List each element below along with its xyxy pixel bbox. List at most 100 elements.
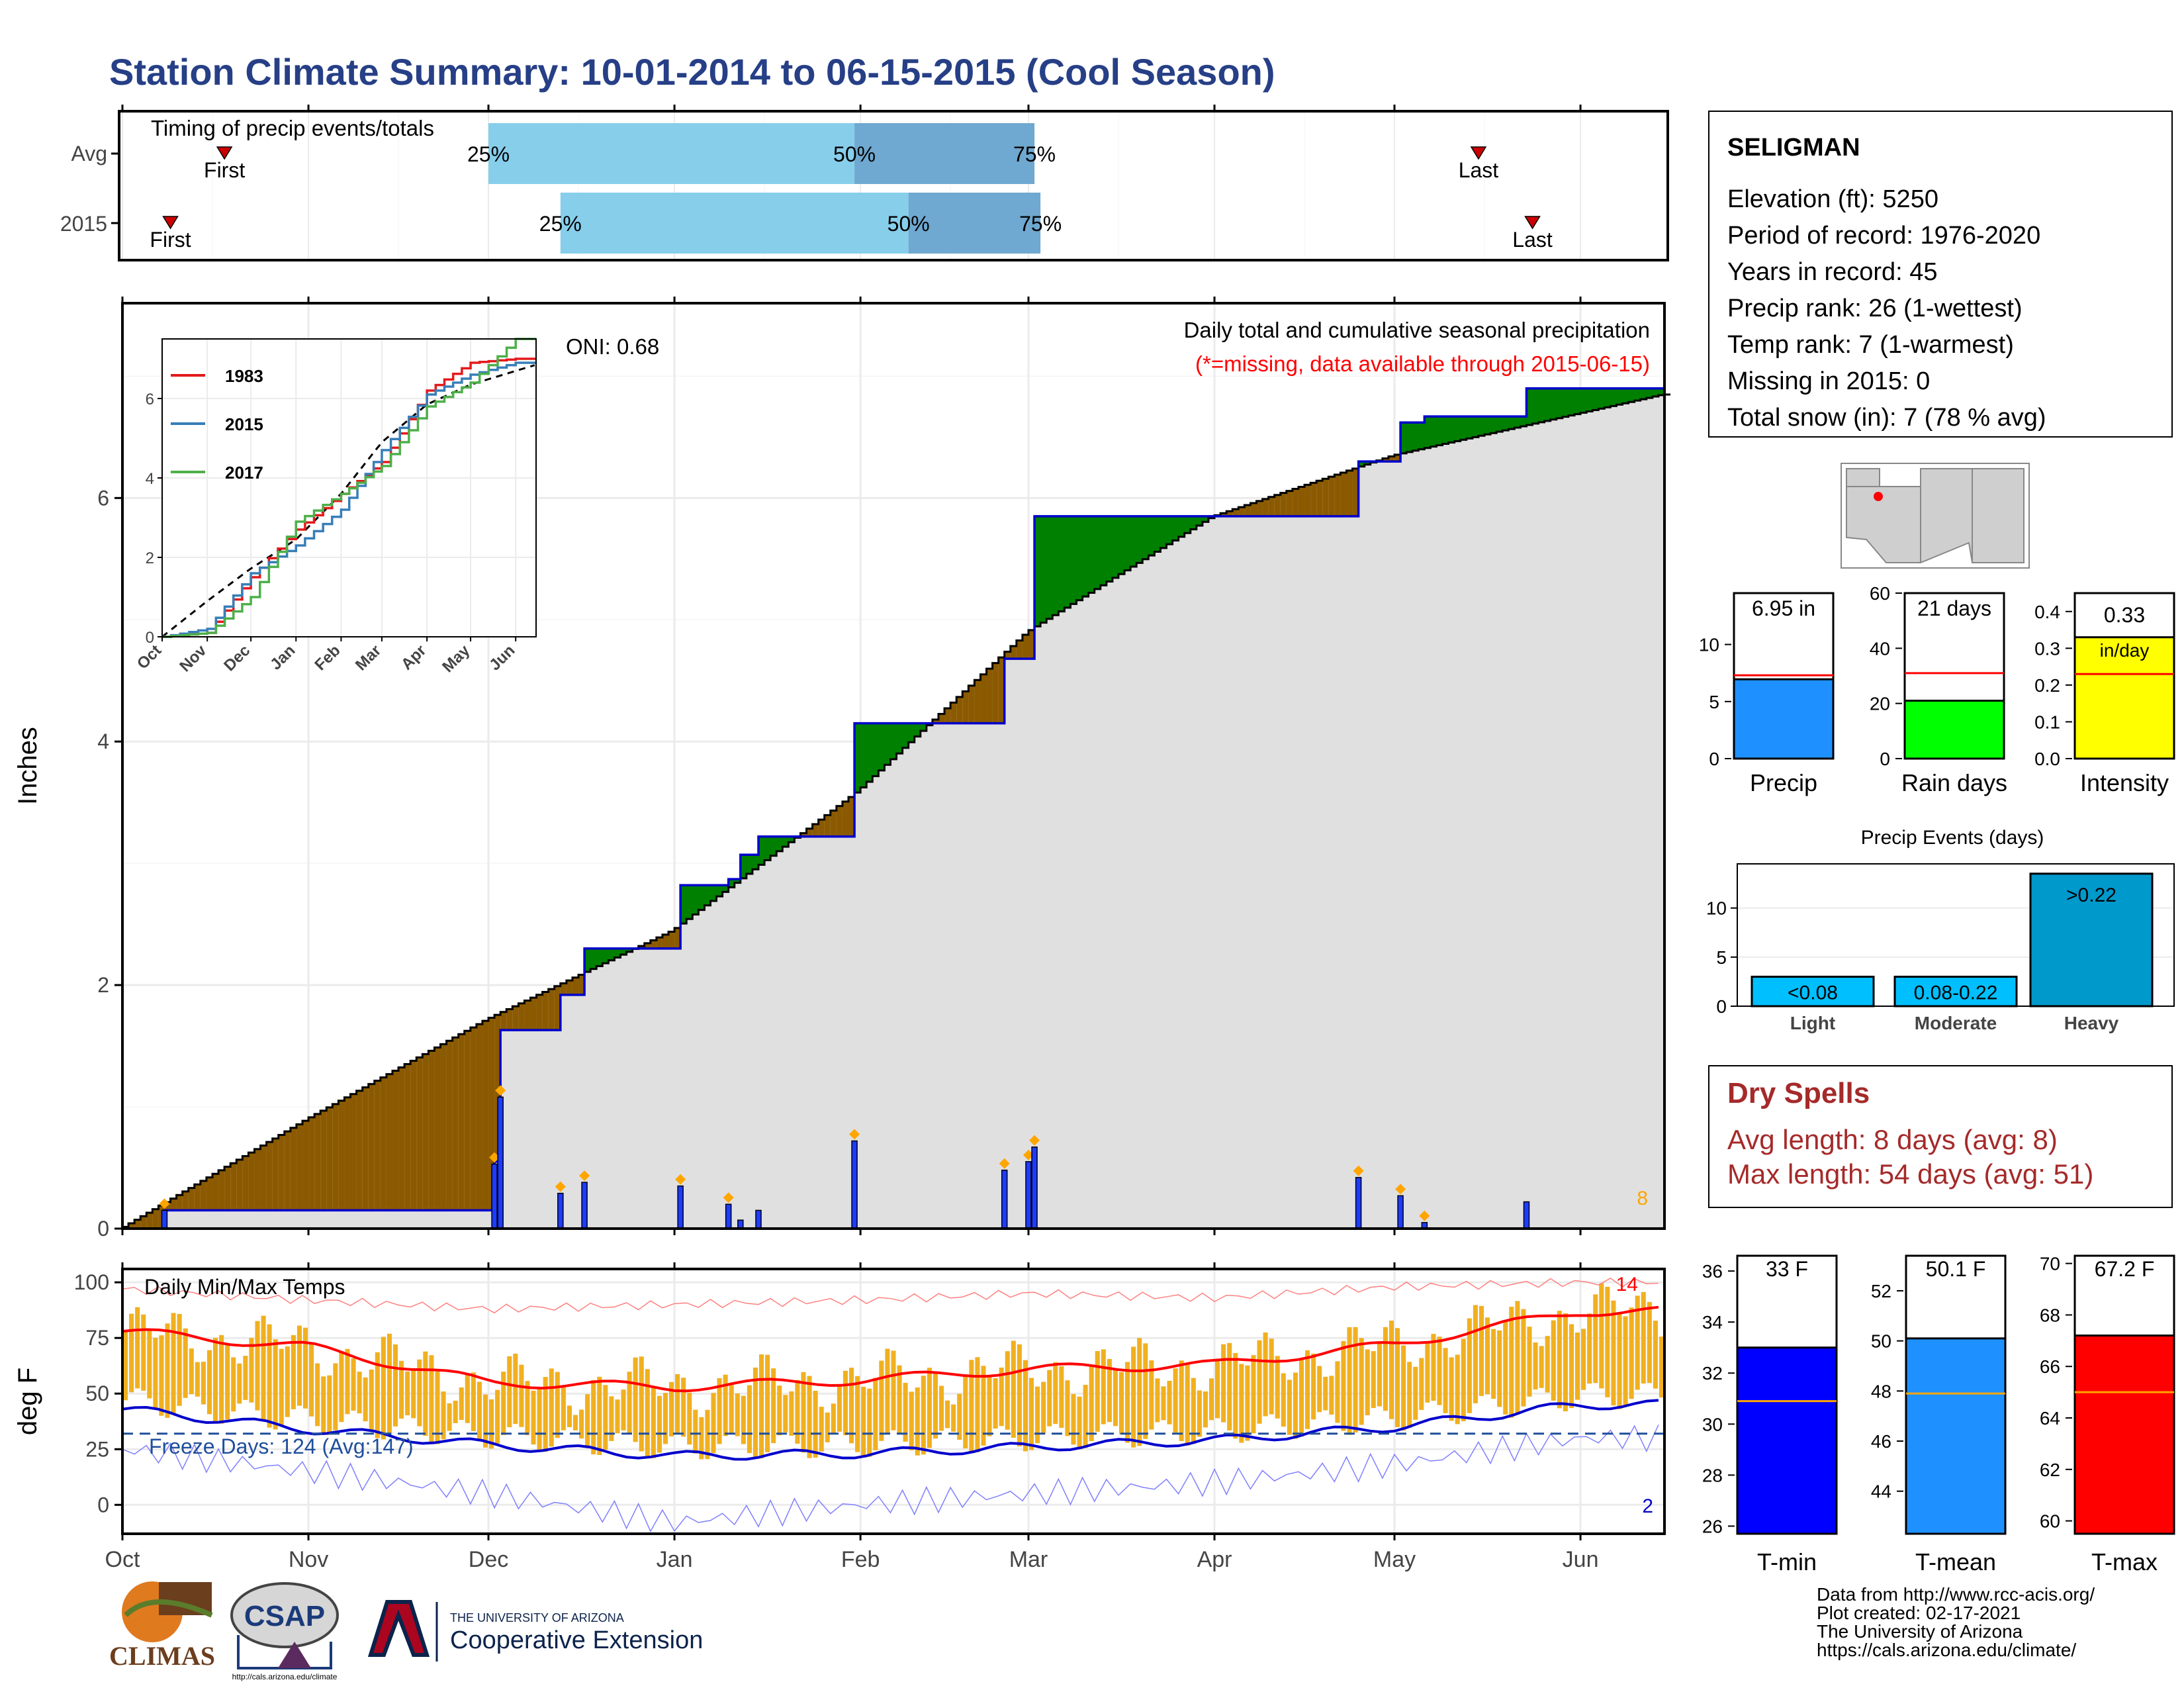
avg-area [992, 663, 999, 1229]
dry-anomaly [464, 1031, 471, 1211]
last-event-marker [1524, 216, 1541, 230]
wet-anomaly [1088, 516, 1095, 593]
dry-anomaly [338, 1100, 345, 1211]
timing-label: Timing of precip events/totals [151, 116, 434, 140]
daily-temp-bar [752, 1367, 758, 1459]
daily-temp-bar [867, 1388, 872, 1457]
daily-temp-bar [819, 1407, 824, 1452]
daily-temp-bar [447, 1403, 452, 1431]
dry-anomaly [344, 1097, 351, 1211]
daily-temp-bar [873, 1378, 878, 1450]
inset-y-tick: 0 [146, 629, 154, 647]
daily-temp-bar [705, 1409, 710, 1460]
avg-area [1448, 442, 1455, 1229]
avg-area [1316, 481, 1323, 1229]
avg-area [1046, 618, 1053, 1229]
q25-label: 25% [467, 142, 510, 166]
missing-note: (*=missing, data available through 2015-… [1195, 352, 1650, 376]
daily-temp-bar [1383, 1327, 1388, 1411]
daily-temp-bar [177, 1313, 182, 1406]
avg-area [1412, 450, 1419, 1229]
avg-area [962, 691, 969, 1229]
daily-temp-bar [1563, 1313, 1568, 1411]
avg-area [1202, 522, 1209, 1229]
wet-anomaly [716, 885, 723, 897]
daily-temp-bar [699, 1417, 704, 1460]
avg-area [560, 983, 567, 1229]
avg-area [986, 669, 993, 1229]
daily-temp-bar [1263, 1332, 1268, 1417]
wet-anomaly [1178, 516, 1185, 537]
avg-area [1616, 404, 1623, 1229]
dry-anomaly [1250, 502, 1257, 516]
daily-temp-bar [1113, 1370, 1118, 1427]
missing-marker [1023, 1149, 1034, 1160]
daily-temp-bar [897, 1365, 902, 1434]
daily-temp-bar [813, 1390, 818, 1458]
stat-y-tick: 0 [1709, 749, 1719, 769]
dry-anomaly [548, 989, 555, 1031]
avg-area [1400, 453, 1407, 1229]
daily-temp-bar [1461, 1338, 1466, 1422]
dry-anomaly [452, 1037, 459, 1211]
credit-line: Data from http://www.rcc-acis.org/ [1817, 1584, 2095, 1605]
avg-area [710, 900, 717, 1229]
daily-temp-bar [273, 1339, 278, 1430]
wet-anomaly [890, 723, 897, 759]
avg-area [1610, 406, 1617, 1229]
legend-2015: 2015 [225, 414, 263, 434]
daily-temp-bar [153, 1338, 158, 1409]
avg-area [872, 776, 879, 1229]
event-bar-label: <0.08 [1788, 982, 1838, 1004]
daily-temp-bar [333, 1363, 338, 1430]
wet-anomaly [1574, 388, 1581, 414]
wet-anomaly [1628, 388, 1635, 402]
dry-anomaly [980, 674, 987, 724]
q50-label: 50% [887, 212, 930, 236]
daily-temp-bar [1305, 1350, 1310, 1429]
daily-temp-bar [1077, 1396, 1082, 1450]
wet-anomaly [1148, 516, 1155, 556]
daily-temp-bar [1239, 1364, 1244, 1443]
dry-anomaly [194, 1184, 201, 1211]
stat-y-tick: 0.2 [2034, 675, 2060, 696]
daily-temp-bar [759, 1354, 764, 1459]
daily-temp-bar [1323, 1376, 1328, 1411]
temp-bar-y-tick: 64 [2040, 1408, 2060, 1429]
dry-anomaly [392, 1070, 399, 1211]
dry-anomaly [1232, 509, 1239, 516]
legend-1983: 1983 [225, 366, 263, 386]
dry-anomaly [554, 986, 561, 1031]
temp-y-tick: 0 [97, 1493, 109, 1517]
wet-anomaly [602, 948, 609, 964]
avg-area [1622, 403, 1629, 1229]
dry-anomaly [314, 1113, 321, 1211]
dry-anomaly [998, 657, 1005, 724]
wet-anomaly [764, 836, 771, 861]
avg-area [1220, 513, 1227, 1229]
avg-area [1226, 511, 1233, 1229]
daily-temp-bar [237, 1363, 242, 1404]
daily-temp-bar [735, 1393, 740, 1436]
daily-temp-bar [1413, 1366, 1418, 1420]
daily-temp-bar [729, 1382, 734, 1433]
missing-marker [999, 1158, 1010, 1169]
daily-temp-bar [549, 1368, 554, 1447]
avg-area [1328, 477, 1335, 1229]
daily-temp-bar [651, 1385, 656, 1458]
wet-anomaly [608, 948, 615, 961]
avg-area [1196, 526, 1203, 1229]
month-label: Mar [1009, 1547, 1048, 1572]
avg-area [770, 855, 777, 1229]
daily-temp-bar [1227, 1342, 1232, 1430]
daily-temp-bar [675, 1374, 680, 1434]
daily-temp-bar [201, 1362, 206, 1405]
daily-temp-bar [945, 1400, 950, 1429]
temp-bar-y-tick: 70 [2040, 1254, 2060, 1274]
daily-temp-bar [609, 1396, 614, 1441]
dry-spells-title: Dry Spells [1727, 1077, 1870, 1109]
daily-temp-bar [741, 1395, 746, 1444]
dry-anomaly [1220, 513, 1227, 516]
wet-anomaly [776, 836, 783, 851]
daily-temp-bar [1533, 1342, 1538, 1389]
